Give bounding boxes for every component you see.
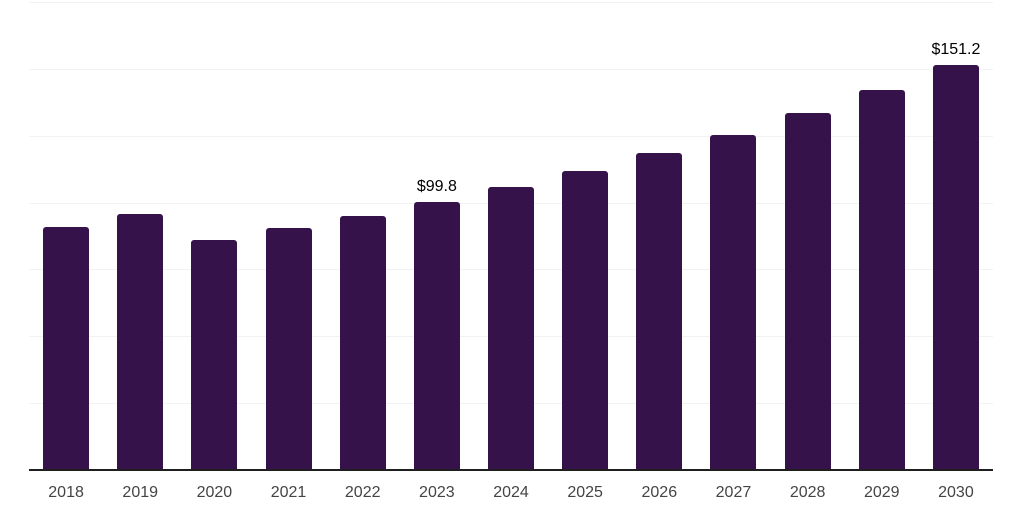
- bar-2025: [562, 171, 608, 469]
- bar-2027: [710, 135, 756, 469]
- x-axis-label-2021: 2021: [270, 484, 307, 501]
- data-label-2030: $151.2: [931, 41, 981, 58]
- x-axis-label-2028: 2028: [789, 484, 826, 501]
- x-axis-label-2022: 2022: [344, 484, 381, 501]
- gridline: [29, 69, 993, 70]
- bar-2026: [636, 153, 682, 469]
- gridline: [29, 136, 993, 137]
- data-label-2023: $99.8: [416, 178, 457, 195]
- gridline: [29, 2, 993, 3]
- bar-2030: [933, 65, 979, 469]
- x-axis-label-2025: 2025: [567, 484, 603, 501]
- bar-2020: [191, 240, 237, 469]
- x-axis-label-2026: 2026: [641, 484, 678, 501]
- bar-2029: [859, 90, 905, 469]
- x-axis-label-2020: 2020: [196, 484, 233, 501]
- x-axis-label-2019: 2019: [122, 484, 159, 501]
- bar-2024: [488, 187, 534, 469]
- x-axis-label-2029: 2029: [863, 484, 900, 501]
- x-axis-label-2024: 2024: [493, 484, 529, 501]
- bar-2023: [414, 202, 460, 469]
- x-axis-label-2023: 2023: [419, 484, 455, 501]
- bar-2022: [340, 216, 386, 469]
- x-axis-label-2030: 2030: [938, 484, 974, 501]
- bar-2019: [117, 214, 163, 469]
- x-axis-label-2027: 2027: [715, 484, 752, 501]
- x-axis-line: [29, 469, 993, 471]
- bar-2018: [43, 227, 89, 469]
- bar-2028: [785, 113, 831, 469]
- bar-2021: [266, 228, 312, 469]
- x-axis-label-2018: 2018: [48, 484, 84, 501]
